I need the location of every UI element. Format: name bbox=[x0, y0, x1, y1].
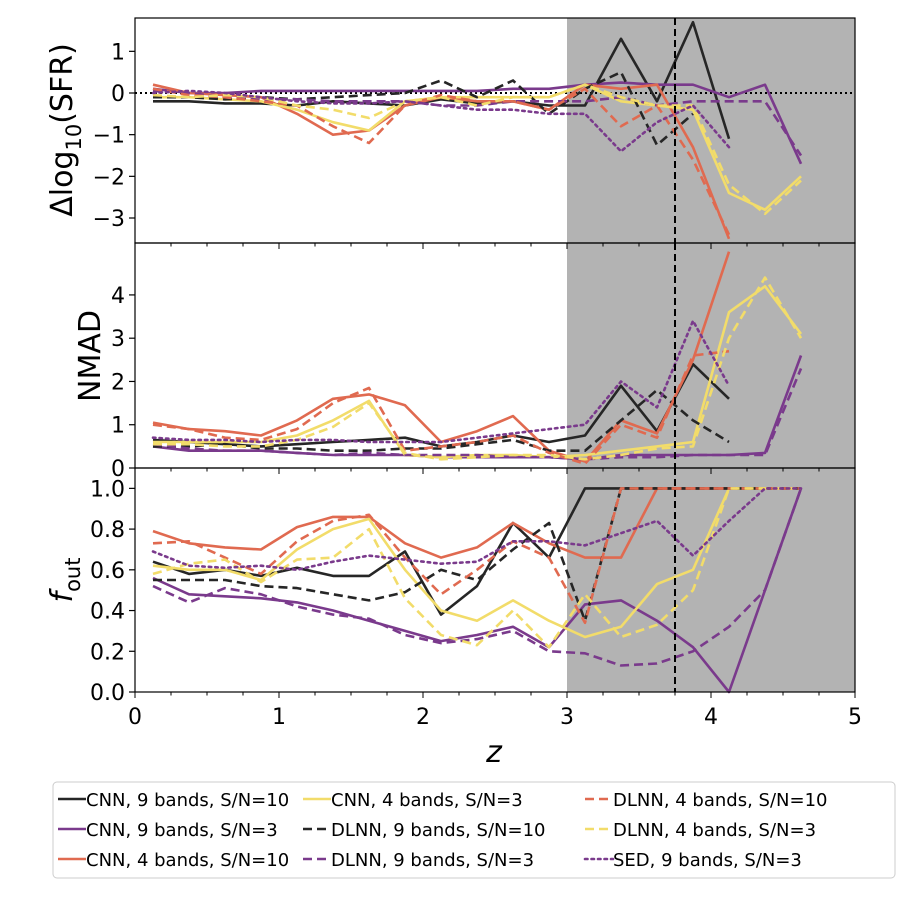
ytick-label: 1.0 bbox=[90, 477, 125, 502]
xlabel: z bbox=[485, 735, 503, 770]
ytick-label: 4 bbox=[111, 284, 125, 309]
xtick-label: 5 bbox=[848, 705, 862, 730]
xtick-label: 4 bbox=[704, 705, 718, 730]
series-cnn9_3-delta-sfr bbox=[152, 81, 803, 165]
series-dlnn4_10-nmad bbox=[152, 349, 730, 466]
ytick-label: 0 bbox=[111, 82, 125, 107]
legend-label-sed9_3: SED, 9 bands, S/N=3 bbox=[613, 850, 802, 871]
legend-label-cnn9_3: CNN, 9 bands, S/N=3 bbox=[86, 820, 278, 841]
ytick-label: 1 bbox=[111, 414, 125, 439]
ytick-label: 0.8 bbox=[90, 518, 125, 543]
xtick-label: 3 bbox=[560, 705, 574, 730]
ytick-label: −3 bbox=[93, 207, 125, 232]
series-dlnn9_3-nmad bbox=[152, 368, 803, 461]
xtick-label: 0 bbox=[128, 705, 142, 730]
series-dlnn9_3-f-out bbox=[152, 487, 803, 667]
ytick-label: 1 bbox=[111, 40, 125, 65]
series-cnn9_3-f-out bbox=[152, 487, 803, 694]
ytick-label: 3 bbox=[111, 327, 125, 352]
ytick-label: 0.4 bbox=[90, 600, 125, 625]
legend-label-dlnn4_3: DLNN, 4 bands, S/N=3 bbox=[613, 820, 816, 841]
series-dlnn9_3-delta-sfr bbox=[152, 89, 803, 157]
series-dlnn4_3-f-out bbox=[152, 487, 801, 649]
legend-label-cnn4_3: CNN, 4 bands, S/N=3 bbox=[331, 790, 523, 811]
series-sed9_3-f-out bbox=[151, 487, 803, 572]
ytick-label: 2 bbox=[111, 370, 125, 395]
panel-nmad bbox=[151, 243, 803, 468]
ytick-label: 0.0 bbox=[90, 681, 125, 706]
series-sed9_3-nmad bbox=[151, 319, 731, 444]
ytick-label: 0 bbox=[111, 457, 125, 482]
legend-label-dlnn9_3: DLNN, 9 bands, S/N=3 bbox=[331, 850, 534, 871]
series-sed9_3-delta-sfr bbox=[151, 89, 731, 153]
xtick-label: 2 bbox=[416, 705, 430, 730]
panel-f-out bbox=[151, 468, 803, 694]
ylabel-nmad: NMAD bbox=[73, 310, 108, 402]
ytick-label: −1 bbox=[93, 124, 125, 149]
ytick-label: 0.6 bbox=[90, 559, 125, 584]
xtick-label: 1 bbox=[272, 705, 286, 730]
legend-label-cnn9_10: CNN, 9 bands, S/N=10 bbox=[86, 790, 289, 811]
legend: CNN, 9 bands, S/N=10 CNN, 9 bands, S/N=3 C… bbox=[52, 781, 896, 879]
ytick-label: 0.2 bbox=[90, 640, 125, 665]
legend-label-dlnn9_10: DLNN, 9 bands, S/N=10 bbox=[331, 820, 546, 841]
panel-delta-sfr bbox=[135, 18, 855, 243]
legend-label-dlnn4_10: DLNN, 4 bands, S/N=10 bbox=[613, 790, 828, 811]
series-dlnn4_10-delta-sfr bbox=[152, 87, 731, 236]
series-cnn9_10-delta-sfr bbox=[153, 20, 731, 140]
legend-box bbox=[52, 781, 896, 879]
series-cnn4_3-f-out bbox=[152, 487, 801, 639]
series-dlnn9_10-nmad bbox=[153, 388, 730, 453]
ytick-label: −2 bbox=[93, 165, 125, 190]
series-dlnn4_3-nmad bbox=[153, 276, 803, 461]
legend-label-cnn4_10: CNN, 4 bands, S/N=10 bbox=[86, 850, 289, 871]
series-dlnn4_10-f-out bbox=[152, 487, 801, 625]
